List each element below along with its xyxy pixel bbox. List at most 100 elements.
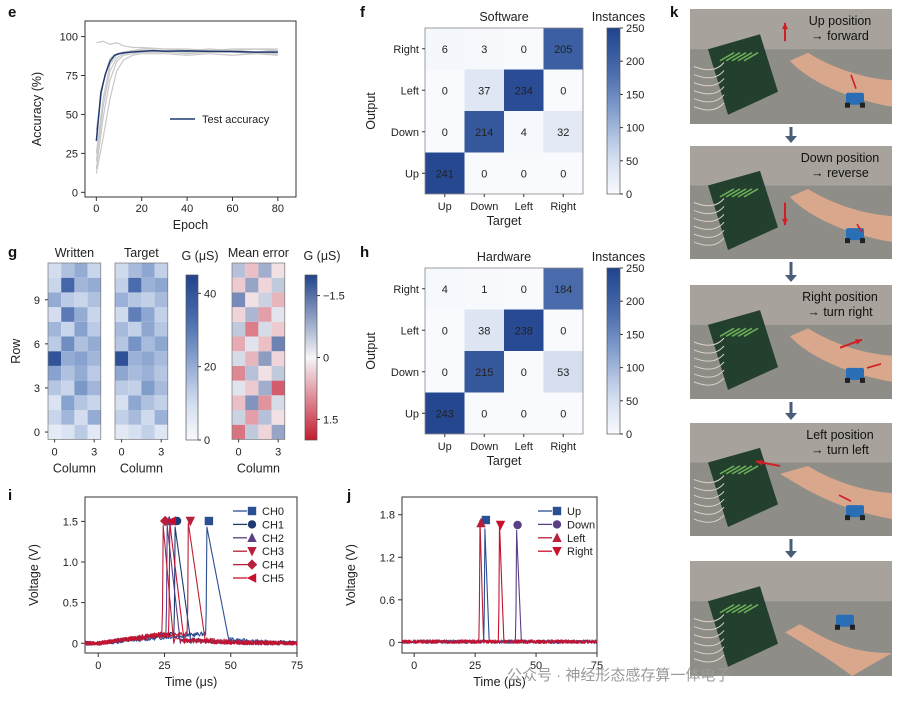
matrix-cell xyxy=(543,28,583,70)
matrix-frame xyxy=(424,27,584,195)
legend-label: CH4 xyxy=(262,560,284,572)
map-cell xyxy=(258,321,272,337)
map-cell xyxy=(115,395,129,410)
wire xyxy=(693,369,725,378)
map-cell xyxy=(271,277,285,293)
map-cell xyxy=(154,263,168,278)
colorbar-label: Instances xyxy=(592,250,646,264)
map-cell xyxy=(115,410,129,425)
map-cell xyxy=(115,292,129,308)
map-cell xyxy=(154,336,168,352)
map-cell xyxy=(87,424,101,440)
map-cell xyxy=(232,424,246,440)
map-cell xyxy=(128,365,142,381)
map-cell xyxy=(271,351,285,366)
map-title: Target xyxy=(124,246,159,260)
board-trace xyxy=(725,604,741,614)
map-cell xyxy=(245,292,259,308)
map-cell xyxy=(271,307,285,322)
board-trace xyxy=(743,327,759,337)
y-tick-label: 25 xyxy=(66,148,78,160)
colorbar-tick-label: 0 xyxy=(626,189,632,201)
sequence-arrow-head xyxy=(785,136,797,143)
x-tick-label: 75 xyxy=(291,660,303,672)
board-trace xyxy=(743,52,759,62)
map-cell xyxy=(115,307,129,322)
cell-value: 0 xyxy=(560,408,566,420)
map-cell xyxy=(271,424,285,440)
matrix-cell xyxy=(425,28,465,70)
wire xyxy=(693,490,725,500)
x-tick-label: 0 xyxy=(119,446,125,458)
cell-value: 3 xyxy=(481,44,487,56)
y-axis-label: Voltage (V) xyxy=(27,544,41,606)
wire xyxy=(693,337,725,346)
board-trace xyxy=(731,327,747,337)
map-cell xyxy=(128,277,142,293)
matrix-cell xyxy=(425,69,465,111)
car-direction-arrow xyxy=(838,494,852,502)
wire xyxy=(693,361,725,370)
arrow-head xyxy=(855,339,862,345)
map-cell xyxy=(61,321,75,337)
cell-value: 0 xyxy=(521,367,527,379)
car-wheel xyxy=(845,377,850,383)
y-category-label: Up xyxy=(405,168,419,180)
car-wheel xyxy=(860,238,865,244)
colorbar-tick-label: 100 xyxy=(626,363,644,375)
wire xyxy=(693,654,725,663)
photo-frame-0: Up position→ forward xyxy=(690,9,892,124)
map-cell xyxy=(258,365,272,381)
map-cell xyxy=(48,424,62,440)
map-cell xyxy=(154,321,168,337)
peak-marker-CH5 xyxy=(166,516,176,526)
legend-marker xyxy=(246,573,257,583)
x-tick-label: 0 xyxy=(236,446,242,458)
board-trace xyxy=(725,52,741,62)
legend-label: CH5 xyxy=(262,573,284,585)
board-trace xyxy=(731,465,747,475)
car-wheel xyxy=(845,515,850,521)
x-axis-label: Epoch xyxy=(173,218,208,232)
robot-car xyxy=(846,92,864,105)
map-cell xyxy=(115,351,129,366)
cell-value: 1 xyxy=(481,284,487,296)
board-trace xyxy=(719,188,735,198)
matrix-frame xyxy=(424,267,584,435)
map-cell xyxy=(87,365,101,381)
panel-label-h: h xyxy=(360,244,369,261)
map-cell xyxy=(245,307,259,322)
y-tick-label: 3 xyxy=(34,383,40,395)
map-cell xyxy=(245,424,259,440)
cell-value: 205 xyxy=(554,44,572,56)
x-category-label: Right xyxy=(550,441,576,453)
panel-i-voltage-traces: 0 25 50 75 0 0.5 1.0 1.5 Time (μs) Voltage (V) CH0… xyxy=(27,496,303,689)
matrix-cell xyxy=(504,351,544,393)
run-line-0 xyxy=(95,53,278,174)
map-cell xyxy=(232,380,246,396)
matrix-cell xyxy=(425,309,465,351)
wire xyxy=(693,94,725,103)
matrix-cell xyxy=(543,69,583,111)
wire xyxy=(693,506,725,515)
x-tick-label: 40 xyxy=(181,203,193,215)
y-tick-label: 0.6 xyxy=(380,595,395,607)
wire xyxy=(693,614,725,623)
photo-wall xyxy=(690,285,892,325)
map-title: Written xyxy=(55,246,94,260)
x-category-label: Up xyxy=(438,201,452,213)
map-cell xyxy=(74,395,88,410)
robot-car xyxy=(846,505,864,518)
map-cell xyxy=(87,292,101,308)
photo-frame-3: Left position→ turn left xyxy=(690,423,892,536)
x-tick-label: 0 xyxy=(52,446,58,458)
run-line-1 xyxy=(95,51,278,170)
legend-marker xyxy=(552,506,562,516)
map-cell xyxy=(258,410,272,425)
map-cell xyxy=(141,424,155,440)
matrix-cell xyxy=(464,28,504,70)
hand xyxy=(790,52,892,107)
map-cell xyxy=(115,277,129,293)
cell-value: 6 xyxy=(442,44,448,56)
legend-label: CH1 xyxy=(262,519,284,531)
